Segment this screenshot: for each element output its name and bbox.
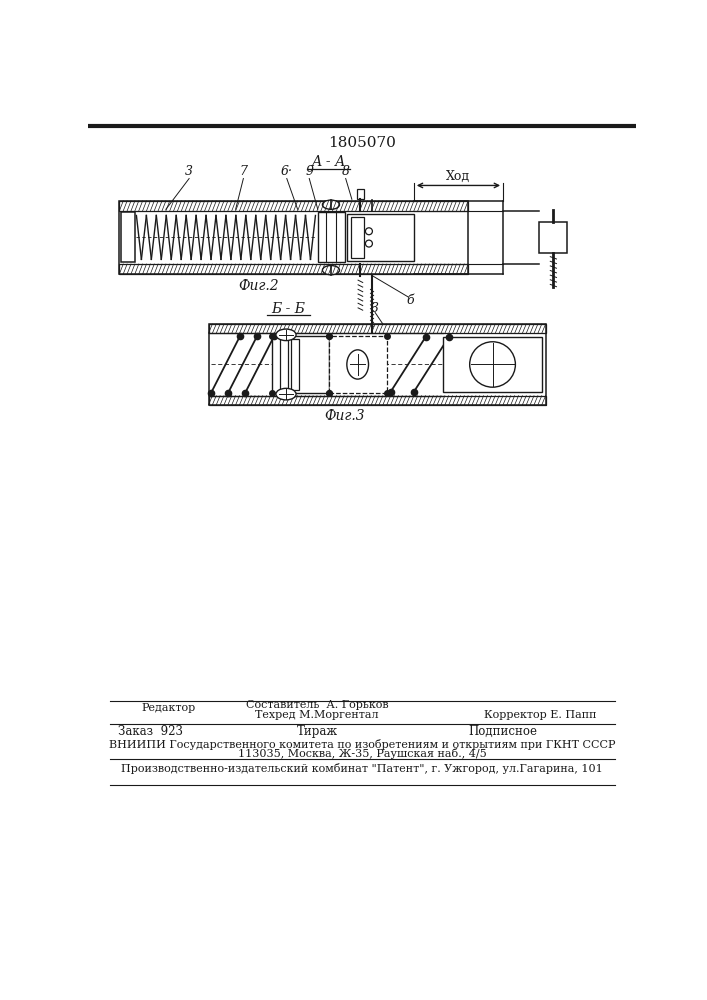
Text: Фиг.2: Фиг.2 (238, 279, 279, 293)
Text: Производственно-издательский комбинат "Патент", г. Ужгород, ул.Гагарина, 101: Производственно-издательский комбинат "П… (121, 763, 603, 774)
Text: Редактор: Редактор (141, 703, 195, 713)
Bar (209, 396, 546, 405)
Ellipse shape (276, 388, 296, 400)
Text: Б - Б: Б - Б (271, 302, 305, 316)
Bar (351, 217, 364, 258)
Text: Ход: Ход (446, 170, 470, 183)
Bar (119, 201, 468, 274)
Bar (539, 222, 567, 253)
Ellipse shape (322, 200, 339, 209)
Bar (209, 324, 546, 333)
Text: Техред М.Моргентал: Техред М.Моргентал (255, 710, 379, 720)
Text: Заказ  923: Заказ 923 (118, 725, 183, 738)
Ellipse shape (366, 240, 373, 247)
Text: Фиг.3: Фиг.3 (324, 409, 364, 423)
Bar (329, 336, 387, 393)
Text: ВНИИПИ Государственного комитета по изобретениям и открытиям при ГКНТ СССР: ВНИИПИ Государственного комитета по изоб… (109, 739, 615, 750)
Text: б: б (407, 294, 414, 307)
Text: 113035, Москва, Ж-35, Раушская наб., 4/5: 113035, Москва, Ж-35, Раушская наб., 4/5 (238, 748, 486, 759)
Bar (443, 337, 542, 392)
Text: Подписное: Подписное (468, 725, 537, 738)
Bar (272, 336, 329, 393)
Text: 9: 9 (305, 165, 313, 178)
Bar (347, 214, 414, 261)
Bar (119, 264, 468, 274)
Text: 3: 3 (371, 302, 379, 315)
Bar (209, 324, 546, 405)
Bar (280, 339, 288, 389)
Ellipse shape (366, 228, 373, 235)
Text: Тираж: Тираж (296, 725, 337, 738)
Ellipse shape (276, 329, 296, 341)
Ellipse shape (353, 228, 360, 235)
Ellipse shape (353, 240, 360, 247)
Text: 3: 3 (185, 165, 193, 178)
Text: 8: 8 (341, 165, 350, 178)
Ellipse shape (347, 350, 368, 379)
Bar (291, 339, 299, 389)
Bar (121, 212, 135, 262)
Ellipse shape (322, 266, 339, 275)
Text: 6·: 6· (281, 165, 293, 178)
Bar (119, 201, 468, 211)
Text: Составитель  А. Горьков: Составитель А. Горьков (246, 700, 388, 710)
Text: 7: 7 (240, 165, 247, 178)
Text: А - А: А - А (311, 155, 346, 169)
Text: Корректор Е. Папп: Корректор Е. Папп (484, 710, 596, 720)
Bar (317, 212, 345, 262)
Bar (357, 189, 363, 199)
Text: 1805070: 1805070 (328, 136, 396, 150)
